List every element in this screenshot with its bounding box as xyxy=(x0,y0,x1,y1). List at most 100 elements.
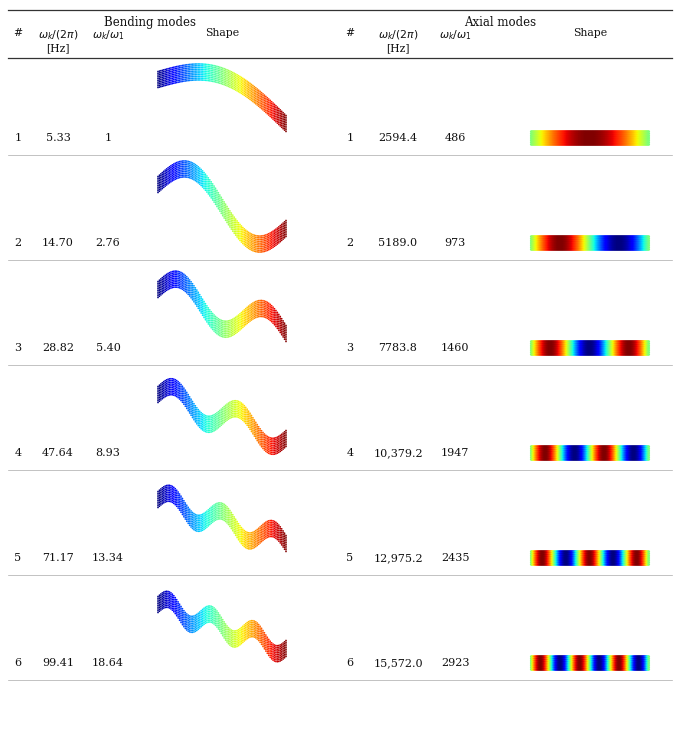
Point xyxy=(537,343,548,355)
Point xyxy=(543,551,554,563)
Point xyxy=(596,336,607,348)
Point xyxy=(248,85,258,97)
Point xyxy=(199,604,209,616)
Point xyxy=(169,384,180,396)
Point xyxy=(632,660,643,672)
Point xyxy=(232,398,243,410)
Point xyxy=(599,129,610,141)
Point xyxy=(589,240,600,252)
Point xyxy=(641,340,652,351)
Point xyxy=(175,382,186,394)
Point xyxy=(263,519,274,531)
Point xyxy=(222,629,233,640)
Point xyxy=(636,133,647,145)
Point xyxy=(599,660,610,672)
Point xyxy=(628,548,639,559)
Point xyxy=(526,444,537,456)
Point xyxy=(577,234,588,246)
Point xyxy=(609,442,619,454)
Point xyxy=(567,230,578,242)
Point xyxy=(616,347,627,359)
Point xyxy=(547,233,558,244)
Point xyxy=(246,422,257,434)
Point xyxy=(638,347,649,359)
Point xyxy=(605,230,615,242)
Point xyxy=(539,348,550,360)
Point xyxy=(209,420,220,432)
Point xyxy=(545,345,556,357)
Point xyxy=(581,134,592,146)
Point xyxy=(632,126,643,137)
Point xyxy=(256,632,267,643)
Point xyxy=(608,652,619,664)
Point xyxy=(600,652,611,664)
Point xyxy=(156,79,167,91)
Point xyxy=(549,131,560,143)
Point xyxy=(623,452,634,464)
Point xyxy=(605,340,615,351)
Point xyxy=(249,245,260,257)
Point xyxy=(602,658,613,670)
Point xyxy=(197,617,208,629)
Point xyxy=(243,300,254,312)
Point xyxy=(586,450,597,461)
Point xyxy=(630,559,641,571)
Point xyxy=(231,406,241,418)
Point xyxy=(204,504,215,516)
Point xyxy=(622,138,632,150)
Point xyxy=(173,392,184,403)
Point xyxy=(602,347,613,359)
Point xyxy=(586,452,597,464)
Point xyxy=(187,65,198,77)
Point xyxy=(263,311,274,323)
Point xyxy=(604,452,615,464)
Point xyxy=(585,441,596,452)
Point xyxy=(535,545,546,557)
Point xyxy=(548,129,559,141)
Point xyxy=(236,522,247,533)
Point xyxy=(549,555,560,567)
Point xyxy=(636,651,647,663)
Point xyxy=(600,545,611,557)
Point xyxy=(529,545,540,557)
Point xyxy=(613,551,624,563)
Point xyxy=(635,126,646,137)
Point xyxy=(565,442,576,454)
Point xyxy=(184,156,195,168)
Point xyxy=(537,557,547,568)
Point xyxy=(558,240,568,252)
Point xyxy=(262,445,273,457)
Point xyxy=(194,608,205,620)
Point xyxy=(534,442,545,454)
Point xyxy=(241,527,252,539)
Point xyxy=(164,160,175,172)
Point xyxy=(253,84,264,96)
Point xyxy=(545,555,556,567)
Point xyxy=(598,555,609,567)
Point xyxy=(265,230,275,242)
Point xyxy=(528,658,539,670)
Point xyxy=(255,535,266,547)
Point xyxy=(542,137,553,149)
Point xyxy=(591,658,602,670)
Point xyxy=(164,277,175,289)
Point xyxy=(615,131,626,143)
Point xyxy=(573,551,583,563)
Point xyxy=(613,450,624,461)
Point xyxy=(561,129,572,141)
Point xyxy=(527,545,538,557)
Point xyxy=(568,551,579,563)
Point xyxy=(633,134,644,146)
Point xyxy=(528,656,539,668)
Point xyxy=(186,610,197,622)
Point xyxy=(175,166,186,178)
Point xyxy=(628,234,639,246)
Point xyxy=(620,337,631,349)
Point xyxy=(558,347,569,359)
Point xyxy=(193,525,204,537)
Point xyxy=(157,380,168,392)
Point xyxy=(279,536,290,548)
Point xyxy=(641,129,651,141)
Point xyxy=(265,443,275,455)
Point xyxy=(611,548,622,559)
